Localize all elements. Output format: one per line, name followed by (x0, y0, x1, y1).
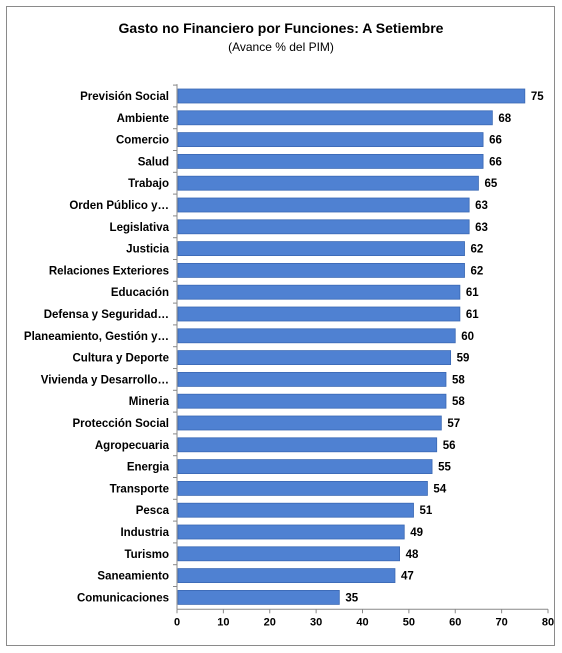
category-label: Vivienda y Desarrollo… (41, 374, 169, 386)
data-label: 65 (484, 178, 497, 190)
bar (177, 415, 442, 431)
data-label: 68 (498, 113, 511, 125)
data-label: 47 (401, 571, 414, 583)
x-tick-label: 0 (174, 616, 180, 628)
data-label: 51 (420, 505, 433, 517)
data-label: 62 (471, 244, 484, 256)
data-label: 66 (489, 135, 502, 147)
chart-subtitle: (Avance % del PIM) (228, 40, 334, 54)
category-label: Comercio (116, 135, 169, 147)
category-label: Mineria (129, 396, 170, 408)
data-label: 58 (452, 374, 465, 386)
data-label: 56 (443, 440, 456, 452)
category-label: Trabajo (128, 178, 169, 190)
category-label: Educación (111, 287, 169, 299)
category-label: Orden Público y… (69, 200, 169, 212)
category-label: Agropecuaria (95, 440, 170, 452)
category-label: Saneamiento (97, 571, 169, 583)
bar (177, 568, 396, 583)
category-label: Previsión Social (80, 91, 169, 103)
category-label: Ambiente (117, 113, 169, 125)
bar (177, 110, 493, 126)
data-label: 60 (461, 331, 474, 343)
bar (177, 437, 438, 453)
bar (177, 153, 484, 169)
category-label: Energia (127, 462, 170, 474)
data-label: 59 (457, 353, 470, 365)
bar (177, 197, 470, 213)
bar (177, 132, 484, 148)
x-tick-label: 10 (217, 616, 229, 628)
bar (177, 262, 465, 278)
category-label: Comunicaciones (77, 592, 169, 604)
data-label: 63 (475, 200, 488, 212)
bar (177, 88, 526, 104)
bar (177, 328, 456, 344)
data-label: 63 (475, 222, 488, 234)
bar (177, 524, 405, 540)
bar (177, 502, 414, 518)
x-tick-label: 30 (310, 616, 322, 628)
category-label: Defensa y Seguridad… (44, 309, 169, 321)
data-label: 49 (410, 527, 423, 539)
data-label: 75 (531, 91, 544, 103)
data-label: 58 (452, 396, 465, 408)
x-tick-label: 70 (496, 616, 508, 628)
x-tick-label: 50 (403, 616, 415, 628)
bar (177, 393, 447, 409)
bar (177, 546, 401, 562)
bar (177, 306, 461, 322)
x-tick-label: 60 (449, 616, 461, 628)
bar (177, 590, 340, 605)
bar (177, 371, 447, 387)
x-tick-label: 20 (264, 616, 276, 628)
bar (177, 480, 428, 496)
category-label: Industria (120, 527, 169, 539)
bar (177, 219, 470, 235)
data-label: 57 (447, 418, 460, 430)
category-label: Turismo (124, 549, 169, 561)
category-label: Planeamiento, Gestión y… (24, 331, 169, 343)
data-label: 35 (345, 592, 358, 604)
category-label: Salud (138, 156, 169, 168)
x-tick-label: 80 (542, 616, 554, 628)
chart-title: Gasto no Financiero por Funciones: A Set… (118, 20, 444, 36)
bar (177, 175, 479, 191)
category-label: Relaciones Exteriores (49, 265, 169, 277)
bar (177, 459, 433, 475)
bar (177, 350, 452, 366)
bar (177, 284, 461, 300)
category-label: Legislativa (110, 222, 170, 234)
data-label: 61 (466, 309, 479, 321)
bar (177, 241, 465, 257)
data-label: 54 (433, 483, 446, 495)
data-label: 48 (406, 549, 419, 561)
data-label: 55 (438, 462, 451, 474)
data-label: 61 (466, 287, 479, 299)
data-label: 62 (471, 265, 484, 277)
category-label: Pesca (136, 505, 170, 517)
category-label: Cultura y Deporte (73, 353, 170, 365)
category-label: Protección Social (72, 418, 169, 430)
data-label: 66 (489, 156, 502, 168)
x-tick-label: 40 (356, 616, 368, 628)
category-label: Transporte (110, 483, 169, 495)
category-label: Justicia (126, 244, 169, 256)
